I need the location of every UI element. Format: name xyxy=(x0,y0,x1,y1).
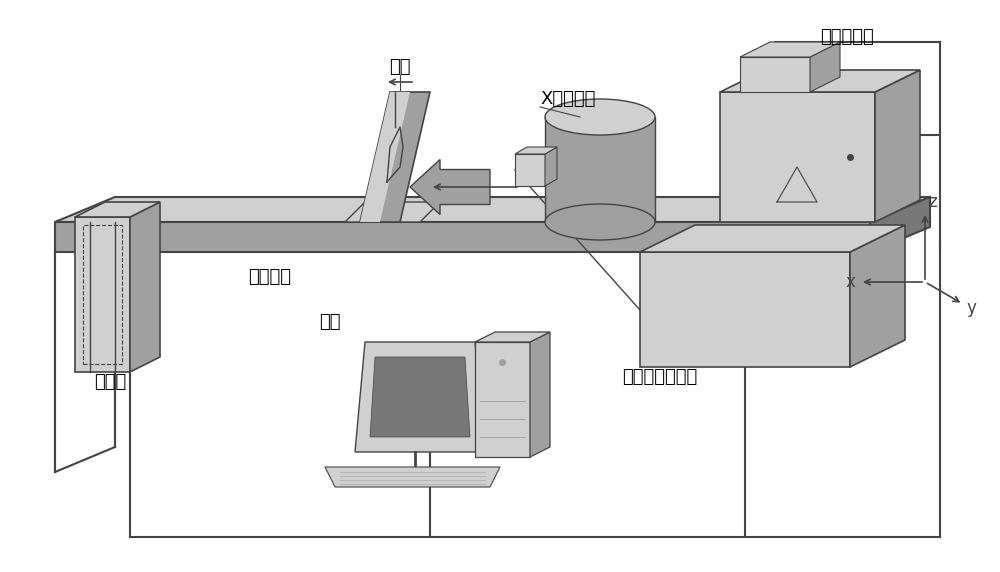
Polygon shape xyxy=(810,42,840,92)
Polygon shape xyxy=(360,92,430,222)
Text: y: y xyxy=(966,299,976,317)
Text: 探测器: 探测器 xyxy=(94,373,126,391)
Polygon shape xyxy=(870,197,930,252)
Text: 步进电机控制器: 步进电机控制器 xyxy=(622,368,698,386)
Polygon shape xyxy=(75,217,130,372)
Polygon shape xyxy=(130,202,160,372)
Polygon shape xyxy=(75,202,160,217)
Polygon shape xyxy=(740,42,840,57)
Polygon shape xyxy=(545,117,655,222)
Polygon shape xyxy=(545,147,557,186)
Text: x: x xyxy=(845,273,855,291)
Text: 电脑: 电脑 xyxy=(319,313,341,331)
Polygon shape xyxy=(325,467,500,487)
Polygon shape xyxy=(360,92,410,222)
Polygon shape xyxy=(515,154,545,186)
Text: 台架平面: 台架平面 xyxy=(248,268,292,286)
Polygon shape xyxy=(875,70,920,222)
Polygon shape xyxy=(850,225,905,367)
Ellipse shape xyxy=(545,99,655,135)
Polygon shape xyxy=(720,70,920,92)
Polygon shape xyxy=(640,252,850,367)
Polygon shape xyxy=(740,57,810,92)
Polygon shape xyxy=(720,92,875,222)
Polygon shape xyxy=(640,225,905,252)
Polygon shape xyxy=(345,202,440,222)
Text: 转台: 转台 xyxy=(389,58,411,76)
Polygon shape xyxy=(475,342,530,457)
Text: X射线球管: X射线球管 xyxy=(540,90,595,108)
Polygon shape xyxy=(55,222,870,252)
Polygon shape xyxy=(530,332,550,457)
Text: z: z xyxy=(929,193,937,211)
Polygon shape xyxy=(475,332,550,342)
Text: 高压发生器: 高压发生器 xyxy=(820,28,874,46)
Polygon shape xyxy=(370,357,470,437)
Polygon shape xyxy=(355,342,485,452)
Ellipse shape xyxy=(545,204,655,240)
Polygon shape xyxy=(55,197,930,222)
Polygon shape xyxy=(515,147,557,154)
FancyArrow shape xyxy=(410,160,490,214)
